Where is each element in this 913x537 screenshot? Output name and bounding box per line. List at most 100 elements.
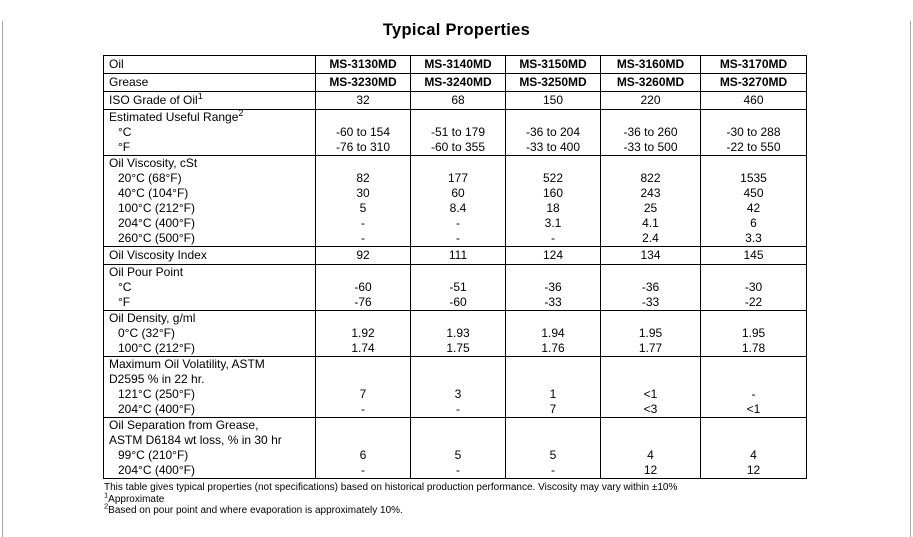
value-cell: 7- xyxy=(315,356,411,418)
value-cell: 68 xyxy=(410,91,506,110)
row-label: Oil Density, g/ml xyxy=(109,311,196,325)
cell-value: MS-3170MD xyxy=(719,57,788,71)
cell-value: 124 xyxy=(542,248,564,262)
cell-value xyxy=(701,418,806,433)
cell-value xyxy=(411,357,505,372)
cell-value: 460 xyxy=(743,93,764,107)
cell-value: - xyxy=(361,216,365,230)
table-row-estimated-useful-range: Estimated Useful Range2 °C °F -60 to 154 -76… xyxy=(103,109,807,156)
row-label: 99°C (210°F) xyxy=(118,448,189,462)
row-label: ISO Grade of Oil1 xyxy=(109,93,203,107)
cell-value: MS-3230MD xyxy=(329,75,397,89)
cell-value: 4 xyxy=(647,448,654,462)
value-cell: 1.93 1.75 xyxy=(410,310,506,357)
row-label: °C xyxy=(118,280,132,294)
value-cell: MS-3140MD xyxy=(410,55,506,74)
value-cell: MS-3240MD xyxy=(410,73,506,92)
cell-value: 1.94 xyxy=(541,326,565,340)
cell-value: -60 to 355 xyxy=(430,140,486,154)
cell-value xyxy=(316,357,410,372)
cell-value: -33 xyxy=(544,295,562,309)
row-label: Oil Viscosity, cSt xyxy=(109,156,198,170)
cell-value: <1 xyxy=(746,402,761,416)
cell-value xyxy=(316,372,410,387)
value-cell: MS-3170MD xyxy=(700,55,807,74)
cell-value: -60 to 154 xyxy=(335,125,391,139)
row-label: Oil Pour Point xyxy=(109,265,184,279)
value-cell: 1535 450 42 6 3.3 xyxy=(700,155,807,247)
row-label: Grease xyxy=(109,75,149,89)
page-edge-left xyxy=(2,21,3,537)
value-cell: 150 xyxy=(505,91,601,110)
cell-value: 1.78 xyxy=(741,341,766,355)
cell-value xyxy=(506,357,600,372)
cell-value: - xyxy=(751,387,756,401)
cell-value: 42 xyxy=(746,201,761,215)
footnote-approximate: 1Approximate xyxy=(104,491,913,506)
cell-value: 7 xyxy=(549,402,557,416)
cell-value: - xyxy=(456,402,460,416)
value-cell: 82 30 5- - xyxy=(315,155,411,247)
value-cell: MS-3260MD xyxy=(600,73,701,92)
cell-value: 1.77 xyxy=(638,341,663,355)
cell-value: - xyxy=(361,463,365,477)
row-label-cell: Grease xyxy=(103,73,316,92)
row-label: °C xyxy=(118,125,132,139)
value-cell: -60 to 154 -76 to 310 xyxy=(315,109,411,156)
cell-value xyxy=(701,433,806,448)
cell-value: 12 xyxy=(746,463,761,477)
value-cell: MS-3230MD xyxy=(315,73,411,92)
cell-value: 220 xyxy=(640,93,661,107)
row-label: 204°C (400°F) xyxy=(118,402,195,416)
cell-value: -36 xyxy=(544,280,562,294)
value-cell: 1.94 1.76 xyxy=(505,310,601,357)
value-cell: 5- xyxy=(505,417,601,479)
footnote-approximate-text: Approximate xyxy=(108,493,165,505)
cell-value: 3.3 xyxy=(745,231,762,245)
table-row-iso-grade-row: ISO Grade of Oil1 32 68 150 220 460 xyxy=(103,91,807,110)
properties-table-body: Oil MS-3130MD MS-3140MD MS-3150MD MS-3160MD M… xyxy=(103,55,807,479)
cell-value: 1.95 xyxy=(638,326,663,340)
cell-value: <1 xyxy=(643,387,658,401)
footnote-general: This table gives typical properties (not… xyxy=(104,482,913,494)
cell-value: - xyxy=(456,463,460,477)
row-label: °F xyxy=(118,295,131,309)
footnote-pour-point: 2Based on pour point and where evaporati… xyxy=(104,502,913,517)
cell-value: 7 xyxy=(359,387,367,401)
value-cell: 6- xyxy=(315,417,411,479)
cell-value: 134 xyxy=(640,248,661,262)
row-label: 100°C (212°F) xyxy=(118,341,195,355)
value-cell: MS-3130MD xyxy=(315,55,411,74)
cell-value: -33 xyxy=(641,295,660,309)
value-cell: -36 to 204 -33 to 400 xyxy=(505,109,601,156)
cell-value: -36 to 260 xyxy=(623,125,678,139)
row-label-cell: Oil Density, g/ml 0°C (32°F) 100°C (212°F) xyxy=(103,310,316,357)
value-cell: - <1 xyxy=(700,356,807,418)
value-cell: 134 xyxy=(600,246,701,265)
row-label: 260°C (500°F) xyxy=(118,231,195,245)
value-cell: 522 160 18 3.1- xyxy=(505,155,601,247)
cell-value: 5 xyxy=(359,201,367,215)
cell-value: 68 xyxy=(451,93,465,107)
value-cell: 1.95 1.77 xyxy=(600,310,701,357)
cell-value: - xyxy=(361,402,365,416)
cell-value xyxy=(411,311,505,326)
cell-value xyxy=(411,418,505,433)
row-label-cell: Maximum Oil Volatility, ASTM D2595 % in 2… xyxy=(103,356,316,418)
cell-value: <3 xyxy=(643,402,658,416)
cell-value: - xyxy=(456,231,460,245)
table-row-oil-pour-point: Oil Pour Point °C °F -60 -76 -51 -60 -36 -33 -36-… xyxy=(103,264,807,311)
cell-value: 1.93 xyxy=(446,326,470,340)
cell-value: 1.75 xyxy=(446,341,470,355)
footnote-pour-point-text: Based on pour point and where evaporatio… xyxy=(108,505,403,516)
cell-value: 1.74 xyxy=(351,341,375,355)
cell-value: -36 to 204 xyxy=(525,125,581,139)
cell-value xyxy=(506,433,600,448)
cell-value: 4 xyxy=(750,448,757,462)
row-label: D2595 % in 22 hr. xyxy=(109,372,205,386)
cell-value: -76 xyxy=(354,295,372,309)
cell-value: 177 xyxy=(447,171,469,185)
cell-value xyxy=(701,110,806,125)
cell-value xyxy=(411,265,505,280)
value-cell: -36 -33 xyxy=(600,264,701,311)
